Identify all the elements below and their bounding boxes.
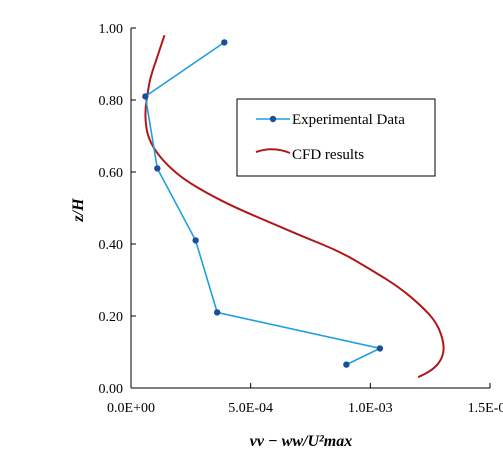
y-tick-label: 1.00	[99, 22, 124, 37]
data-point-experimental	[221, 39, 227, 45]
y-axis-title: z/H	[70, 198, 87, 223]
y-tick-label: 0.60	[99, 166, 124, 181]
x-axis-title-text: vv − ww/U²max	[250, 433, 352, 450]
legend-marker-experimental-data	[270, 116, 276, 122]
legend-label-cfd-results: CFD results	[292, 147, 364, 163]
x-tick-label: 5.0E-04	[228, 401, 273, 416]
data-point-experimental	[343, 361, 349, 367]
x-tick-label: 1.5E-03	[468, 401, 503, 416]
y-tick-label: 0.80	[99, 94, 124, 109]
y-tick-label: 0.40	[99, 238, 124, 253]
data-point-experimental	[142, 93, 148, 99]
x-axis-title: vv − ww/U²max	[250, 433, 352, 450]
data-point-experimental	[192, 237, 198, 243]
y-tick-label: 0.00	[99, 382, 124, 397]
legend: Experimental Data CFD results	[237, 99, 435, 176]
data-point-experimental	[214, 309, 220, 315]
legend-label-experimental-data: Experimental Data	[292, 112, 405, 128]
x-tick-label: 1.0E-03	[348, 401, 393, 416]
y-tick-label: 0.20	[99, 310, 124, 325]
data-point-experimental	[377, 345, 383, 351]
x-tick-label: 0.0E+00	[107, 401, 155, 416]
data-point-experimental	[154, 165, 160, 171]
legend-box	[237, 99, 435, 176]
